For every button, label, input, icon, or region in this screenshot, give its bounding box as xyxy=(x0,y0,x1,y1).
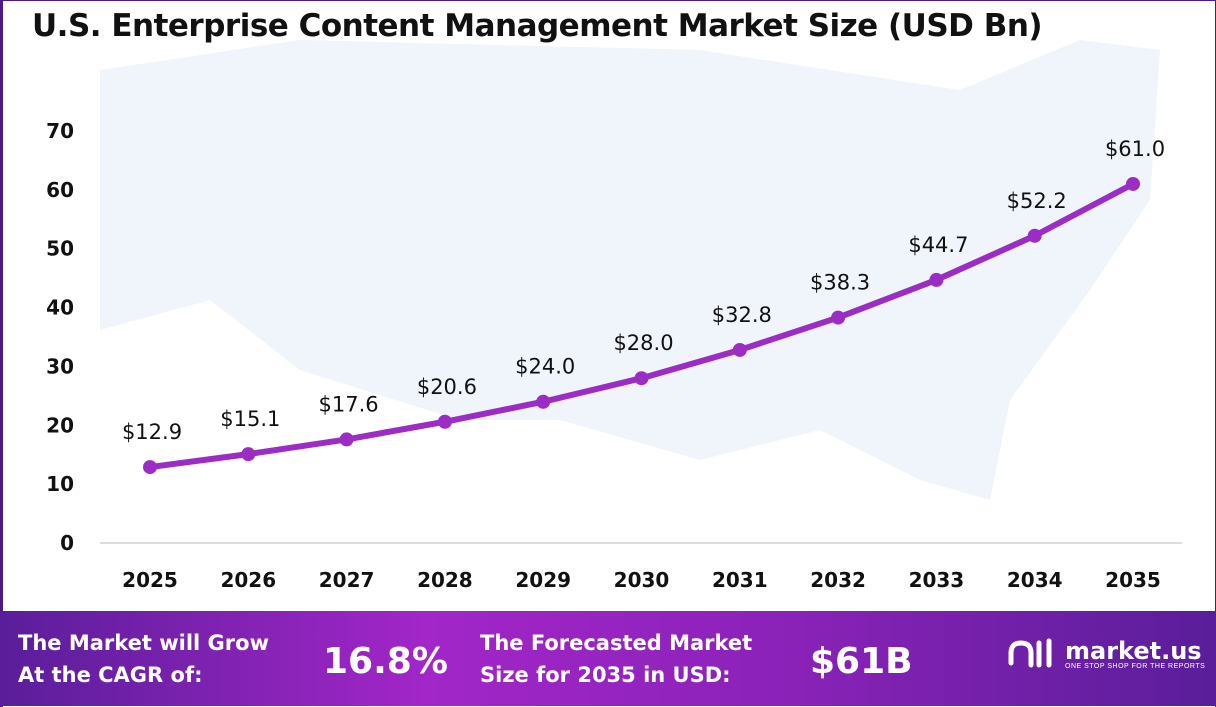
y-tick-label: 10 xyxy=(46,472,74,496)
x-tick-label: 2025 xyxy=(122,568,178,592)
data-label: $38.3 xyxy=(810,271,870,295)
y-tick-label: 60 xyxy=(46,178,74,202)
data-label: $24.0 xyxy=(515,355,575,379)
logo-icon xyxy=(1008,638,1052,668)
y-tick-label: 20 xyxy=(46,413,74,437)
data-point xyxy=(634,371,649,386)
data-point xyxy=(143,460,157,475)
x-tick-label: 2030 xyxy=(614,568,670,592)
data-point xyxy=(536,394,551,409)
logo-name: market.us xyxy=(1065,636,1202,665)
data-label: $12.9 xyxy=(122,420,182,444)
x-tick-label: 2032 xyxy=(810,568,866,592)
y-tick-label: 50 xyxy=(46,237,74,261)
data-label: $15.1 xyxy=(220,407,280,431)
data-point xyxy=(732,342,747,357)
data-point xyxy=(339,432,354,447)
forecast-label-line1: The Forecasted Market xyxy=(480,631,753,655)
us-map-background xyxy=(100,40,1160,500)
data-point xyxy=(241,447,256,462)
x-tick-label: 2034 xyxy=(1007,568,1063,592)
market-us-logo: market.us ONE STOP SHOP FOR THE REPORTS xyxy=(1005,637,1205,671)
data-label: $20.6 xyxy=(417,375,477,399)
data-point xyxy=(831,310,846,325)
data-label: $44.7 xyxy=(908,233,968,257)
x-tick-label: 2028 xyxy=(417,568,473,592)
data-label: $61.0 xyxy=(1105,137,1165,161)
forecast-label: The Forecasted Market Size for 2035 in US… xyxy=(480,627,752,691)
data-label: $32.8 xyxy=(712,303,772,327)
cagr-label: The Market will Grow At the CAGR of: xyxy=(18,627,269,691)
data-point xyxy=(929,272,944,287)
chart-title: U.S. Enterprise Content Management Marke… xyxy=(32,8,1043,44)
x-tick-label: 2033 xyxy=(909,568,965,592)
footer-banner: The Market will Grow At the CAGR of: 16.8… xyxy=(0,611,1216,706)
data-label: $28.0 xyxy=(613,331,673,355)
y-tick-label: 70 xyxy=(46,119,74,143)
y-tick-label: 30 xyxy=(46,354,74,378)
data-point xyxy=(1027,228,1042,243)
y-tick-label: 40 xyxy=(46,296,74,320)
cagr-label-line1: The Market will Grow xyxy=(18,631,269,655)
logo-tagline: ONE STOP SHOP FOR THE REPORTS xyxy=(1065,662,1206,670)
forecast-value: $61B xyxy=(810,641,913,682)
forecast-label-line2: Size for 2035 in USD: xyxy=(480,663,731,687)
x-tick-label: 2026 xyxy=(220,568,276,592)
x-tick-label: 2035 xyxy=(1105,568,1161,592)
y-tick-label: 0 xyxy=(60,531,74,555)
cagr-value: 16.8% xyxy=(323,641,448,682)
data-point xyxy=(1126,176,1140,191)
x-tick-label: 2027 xyxy=(319,568,375,592)
x-tick-label: 2029 xyxy=(515,568,571,592)
data-label: $52.2 xyxy=(1007,189,1067,213)
x-tick-label: 2031 xyxy=(712,568,768,592)
data-point xyxy=(437,414,452,429)
data-label: $17.6 xyxy=(319,392,379,416)
cagr-label-line2: At the CAGR of: xyxy=(18,663,203,687)
